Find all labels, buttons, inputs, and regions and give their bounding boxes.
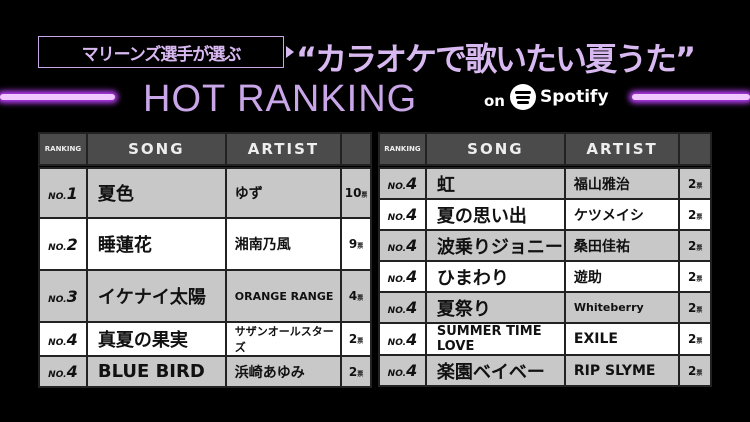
votes-cell: 2票 [678,229,712,262]
artist-cell: Whiteberry [563,291,681,324]
table-row: NO.4 BLUE BIRD 浜崎あゆみ 2票 [38,355,372,388]
rank-cell: NO.2 [38,217,88,271]
artist-cell: ORANGE RANGE [224,269,343,323]
col-song: SONG [85,132,227,166]
votes-cell: 2票 [678,291,712,324]
rank-cell: NO.4 [38,355,88,388]
spotify-text: Spotify [540,87,609,107]
table-row: NO.2 睡蓮花 湘南乃風 9票 [38,217,372,271]
artist-cell: 福山雅治 [563,167,681,200]
song-cell: SUMMER TIME LOVE [424,322,566,356]
rank-cell: NO.3 [38,269,88,323]
song-cell: 楽園ベイベー [424,354,566,387]
song-cell: 夏の思い出 [424,198,566,231]
spotify-logo: Spotify [510,84,609,110]
glow-line-right [632,94,750,100]
votes-cell: 2票 [678,198,712,231]
subtitle: マリーンズ選手が選ぶ [81,44,242,65]
spotify-icon [510,84,536,110]
rank-cell: NO.4 [378,198,427,231]
rank-cell: NO.1 [38,167,88,219]
table-row: NO.4 夏祭り Whiteberry 2票 [378,291,712,324]
table-header: RANKING SONG ARTIST [38,132,372,166]
song-cell: 睡蓮花 [85,217,227,271]
rank-cell: NO.4 [378,354,427,387]
ranking-table-right: RANKING SONG ARTIST NO.4 虹福山雅治 2票 NO.4 夏の思い出 ケツメ… [378,132,712,387]
votes-cell: 2票 [678,354,712,387]
votes-cell: 2票 [678,167,712,200]
col-song: SONG [424,132,566,166]
rank-cell: NO.4 [38,321,88,357]
artist-cell: RIP SLYME [563,354,681,387]
votes-cell: 9票 [340,217,372,271]
col-artist: ARTIST [563,132,681,166]
rank-cell: NO.4 [378,291,427,324]
col-ranking: RANKING [378,132,427,166]
song-cell: 夏祭り [424,291,566,324]
song-cell: 夏色 [85,167,227,219]
votes-cell: 2票 [678,260,712,293]
rank-cell: NO.4 [378,229,427,262]
rank-cell: NO.4 [378,260,427,293]
col-votes [340,132,372,166]
artist-cell: サザンオールスターズ [224,321,343,357]
hot-ranking-heading: HOT RANKING [143,78,418,120]
table-row: NO.4 波乗りジョニー 桑田佳祐 2票 [378,229,712,262]
table-row: NO.4 ひまわり 遊助 2票 [378,260,712,293]
table-row: NO.4 夏の思い出 ケツメイシ 2票 [378,198,712,231]
artist-cell: ゆず [224,167,343,219]
arrow-icon [286,46,294,58]
votes-cell: 10票 [340,167,372,219]
artist-cell: 湘南乃風 [224,217,343,271]
votes-cell: 2票 [678,322,712,356]
song-cell: ひまわり [424,260,566,293]
rank-cell: NO.4 [378,322,427,356]
page-title: “カラオケで歌いたい夏うた” [296,40,696,78]
artist-cell: EXILE [563,322,681,356]
rank-cell: NO.4 [378,167,427,200]
song-cell: BLUE BIRD [85,355,227,388]
col-votes [678,132,712,166]
song-cell: 虹 [424,167,566,200]
table-header: RANKING SONG ARTIST [378,132,712,166]
on-label: on [484,92,505,110]
song-cell: 真夏の果実 [85,321,227,357]
col-ranking: RANKING [38,132,88,166]
artist-cell: ケツメイシ [563,198,681,231]
table-row: NO.4 SUMMER TIME LOVE EXILE 2票 [378,322,712,356]
song-cell: 波乗りジョニー [424,229,566,262]
glow-line-left [0,94,115,100]
song-cell: イケナイ太陽 [85,269,227,323]
table-row: NO.4 虹福山雅治 2票 [378,167,712,200]
votes-cell: 2票 [340,321,372,357]
ranking-table-left: RANKING SONG ARTIST NO.1 夏色 ゆず 10票 NO.2 睡蓮花 湘南乃風 9… [38,132,372,388]
votes-cell: 2票 [340,355,372,388]
table-row: NO.4 真夏の果実 サザンオールスターズ 2票 [38,321,372,357]
artist-cell: 遊助 [563,260,681,293]
artist-cell: 桑田佳祐 [563,229,681,262]
table-row: NO.4 楽園ベイベー RIP SLYME 2票 [378,354,712,387]
subtitle-box: マリーンズ選手が選ぶ [38,36,284,68]
table-row: NO.3 イケナイ太陽 ORANGE RANGE 4票 [38,269,372,323]
artist-cell: 浜崎あゆみ [224,355,343,388]
votes-cell: 4票 [340,269,372,323]
table-row: NO.1 夏色 ゆず 10票 [38,167,372,219]
col-artist: ARTIST [224,132,343,166]
